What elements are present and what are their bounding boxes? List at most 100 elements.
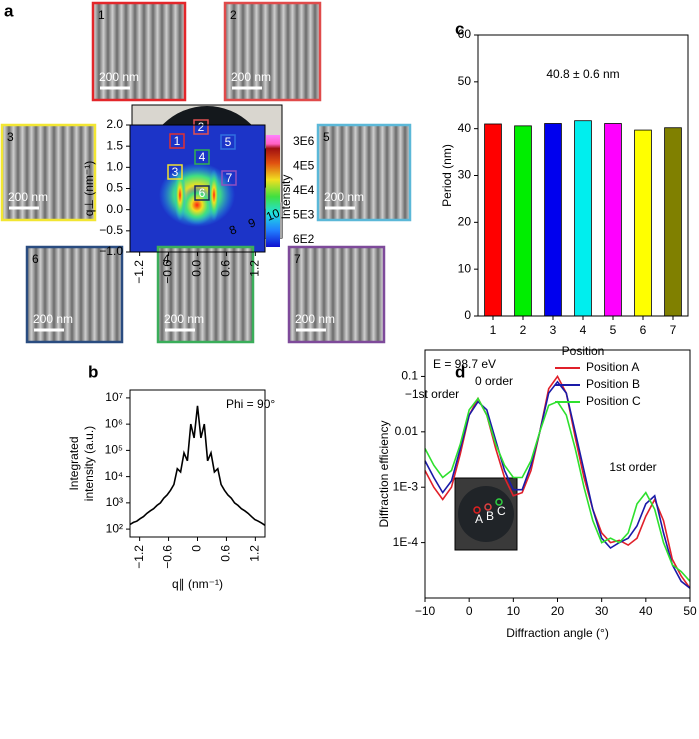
colorbar-label: 5E3 — [293, 208, 315, 222]
sem-number: 6 — [32, 252, 39, 266]
bar — [484, 123, 502, 317]
scale-bar-label: 200 nm — [295, 312, 335, 326]
y-tick-label: 2.0 — [106, 117, 123, 131]
colorbar-label: 4E5 — [293, 159, 315, 173]
x-tick-label: 6 — [640, 323, 647, 337]
sem-number: 7 — [294, 252, 301, 266]
y-tick-label: 50 — [458, 74, 472, 88]
legend-label: Position B — [586, 377, 640, 391]
data-line — [129, 405, 266, 526]
panel-label: c — [455, 19, 464, 38]
x-axis-label: q∥ (nm⁻¹) — [172, 577, 223, 591]
sem-image — [91, 1, 187, 102]
x-tick-label: 0.6 — [219, 545, 233, 562]
wafer-marker — [169, 133, 185, 149]
scale-bar-label: 200 nm — [231, 70, 271, 84]
scale-bar-label: 200 nm — [164, 312, 204, 326]
annotation: 40.8 ± 0.6 nm — [546, 67, 619, 81]
x-tick-label: −1.2 — [132, 260, 146, 284]
y-tick-label: 10² — [106, 521, 123, 535]
wafer-marker-label: 5 — [225, 135, 232, 149]
wafer-marker — [221, 170, 237, 186]
y-tick-label: 40 — [458, 121, 472, 135]
y-tick-label: 10⁴ — [104, 469, 123, 483]
bar — [604, 123, 622, 317]
bar — [544, 123, 562, 317]
x-axis-label: Diffraction angle (°) — [506, 626, 609, 640]
annotation: 0 order — [475, 374, 513, 388]
wafer-marker-label: 1 — [174, 134, 181, 148]
scale-bar-label: 200 nm — [324, 190, 364, 204]
y-tick-label: −0.5 — [99, 223, 123, 237]
sem-number: 4 — [163, 252, 170, 266]
wafer-marker-label: 4 — [199, 150, 206, 164]
sem-image — [316, 123, 412, 222]
annotation: −1st order — [405, 387, 459, 401]
y-tick-label: 10⁵ — [105, 443, 123, 457]
panel-label: b — [88, 362, 98, 381]
x-tick-label: 7 — [670, 323, 677, 337]
heatmap-image — [130, 125, 280, 252]
sem-number: 5 — [323, 130, 330, 144]
wafer-marker-label: 2 — [198, 120, 205, 134]
y-tick-label: 1E-4 — [393, 535, 419, 549]
panel-label: a — [4, 1, 14, 20]
y-tick-label: 0.5 — [106, 181, 123, 195]
y-tick-label: 60 — [458, 27, 472, 41]
x-tick-label: −0.6 — [161, 260, 175, 284]
ruler-number: 8 — [227, 222, 239, 238]
annotation: E = 98.7 eV — [433, 357, 496, 371]
x-tick-label: 0 — [466, 604, 473, 618]
y-tick-label: −1.0 — [99, 244, 123, 258]
scale-bar-label: 200 nm — [33, 312, 73, 326]
y-tick-label: 10 — [458, 261, 472, 275]
bar — [514, 125, 532, 317]
inset-marker — [495, 498, 503, 506]
y-axis-label: intensity (a.u.) — [82, 426, 96, 501]
x-tick-label: 0 — [190, 545, 204, 552]
colorbar-label: 6E2 — [293, 232, 315, 246]
bar — [664, 127, 682, 317]
x-tick-label: 0.0 — [190, 260, 204, 277]
sem-image — [156, 245, 255, 344]
x-tick-label: −0.6 — [161, 545, 175, 569]
bar — [634, 129, 652, 317]
y-tick-label: 0.01 — [395, 424, 419, 438]
ruler-number: 9 — [246, 215, 258, 231]
colorbar-label: 3E6 — [293, 134, 315, 148]
sem-number: 1 — [98, 8, 105, 22]
x-tick-label: 50 — [683, 604, 697, 618]
y-tick-label: 30 — [458, 168, 472, 182]
sem-image — [0, 123, 97, 222]
wafer-marker-label: 6 — [199, 186, 206, 200]
y-tick-label: 1.0 — [106, 160, 123, 174]
inset-label: B — [486, 509, 494, 523]
inset-marker — [484, 503, 492, 511]
scale-bar-label: 200 nm — [8, 190, 48, 204]
x-tick-label: 4 — [580, 323, 587, 337]
colorbar-label: 4E4 — [293, 183, 315, 197]
inset-photo — [454, 477, 518, 551]
wafer-marker-label: 7 — [226, 171, 233, 185]
y-axis-label: Period (nm) — [440, 144, 454, 207]
sem-image — [223, 1, 322, 102]
inset-label: A — [475, 512, 483, 526]
bar — [574, 120, 592, 317]
data-line — [424, 380, 691, 589]
wafer-marker — [194, 149, 210, 165]
colorbar-title: Intensity — [279, 175, 293, 220]
annotation: 1st order — [609, 460, 656, 474]
x-tick-label: 1 — [490, 323, 497, 337]
x-tick-label: 40 — [639, 604, 653, 618]
sem-number: 3 — [7, 130, 14, 144]
y-axis-label: q⊥ (nm⁻¹) — [82, 161, 96, 216]
x-tick-label: −10 — [415, 604, 436, 618]
legend-label: Position C — [586, 394, 641, 408]
panel-label: d — [455, 362, 465, 381]
y-tick-label: 0 — [464, 308, 471, 322]
x-tick-label: 20 — [551, 604, 565, 618]
x-tick-label: 1.2 — [248, 545, 262, 562]
sem-number: 2 — [230, 8, 237, 22]
x-tick-label: 3 — [550, 323, 557, 337]
